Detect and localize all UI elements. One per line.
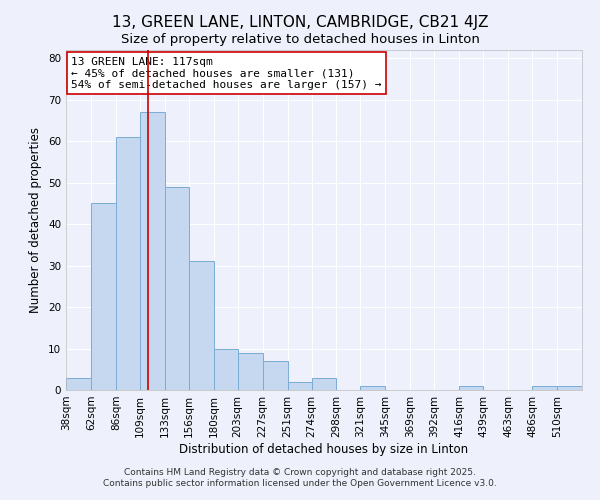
Bar <box>361 386 385 390</box>
Bar <box>91 204 116 390</box>
X-axis label: Distribution of detached houses by size in Linton: Distribution of detached houses by size … <box>179 442 469 456</box>
Bar <box>66 378 91 390</box>
Bar <box>459 386 483 390</box>
Bar <box>238 352 263 390</box>
Bar <box>189 262 214 390</box>
Text: 13, GREEN LANE, LINTON, CAMBRIDGE, CB21 4JZ: 13, GREEN LANE, LINTON, CAMBRIDGE, CB21 … <box>112 15 488 30</box>
Bar <box>532 386 557 390</box>
Bar <box>214 348 238 390</box>
Y-axis label: Number of detached properties: Number of detached properties <box>29 127 43 313</box>
Text: 13 GREEN LANE: 117sqm
← 45% of detached houses are smaller (131)
54% of semi-det: 13 GREEN LANE: 117sqm ← 45% of detached … <box>71 57 382 90</box>
Bar <box>165 187 189 390</box>
Bar <box>557 386 582 390</box>
Text: Contains HM Land Registry data © Crown copyright and database right 2025.
Contai: Contains HM Land Registry data © Crown c… <box>103 468 497 487</box>
Bar <box>263 361 287 390</box>
Bar <box>311 378 337 390</box>
Bar <box>116 137 140 390</box>
Text: Size of property relative to detached houses in Linton: Size of property relative to detached ho… <box>121 32 479 46</box>
Bar <box>287 382 311 390</box>
Bar <box>140 112 165 390</box>
